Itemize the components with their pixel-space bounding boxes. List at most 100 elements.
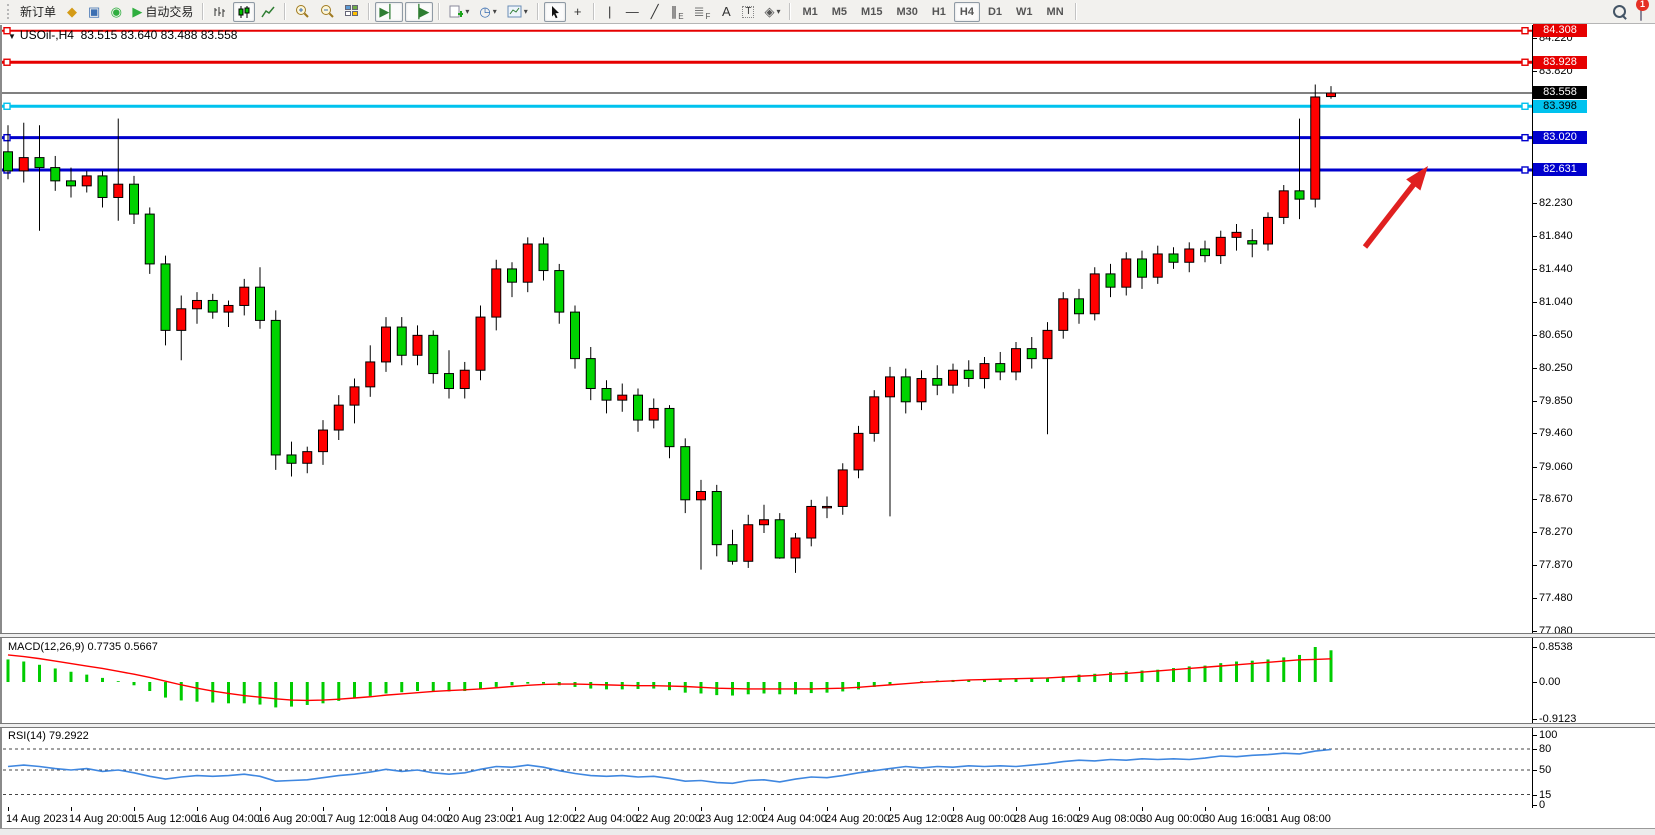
line-handle[interactable] (3, 26, 11, 35)
time-tick-mark (386, 807, 387, 811)
equidistant-channel-icon[interactable]: ∥ E (667, 2, 688, 22)
search-icon[interactable] (1609, 2, 1630, 22)
trend-arrow-head[interactable] (1406, 166, 1428, 191)
chat-icon[interactable]: 1 (1636, 0, 1649, 21)
add-indicator-icon[interactable]: ▾ (445, 2, 473, 22)
trend-arrow-shaft[interactable] (1362, 175, 1422, 249)
pane-separator[interactable] (0, 633, 1655, 638)
zoom-out-icon[interactable] (316, 2, 339, 22)
timeframe-m5-button[interactable]: M5 (831, 5, 848, 18)
candle-body (1074, 298, 1084, 315)
candle-body (176, 308, 187, 331)
zoom-in-icon[interactable] (291, 2, 314, 22)
horizontal-line-icon[interactable]: — (622, 2, 643, 22)
chart-window[interactable]: ▼ USOil-,H4 83.515 83.640 83.488 83.558 M… (0, 24, 1655, 835)
line-chart-icon[interactable] (257, 2, 279, 22)
periods-icon[interactable]: ◷ ▾ (475, 2, 500, 22)
timeframe-m15-button[interactable]: M15 (861, 5, 883, 18)
candle-body (585, 358, 596, 390)
toolbar-separator (202, 3, 205, 20)
candle-body (711, 491, 722, 546)
timeframe-m1-button[interactable]: M1 (802, 5, 818, 18)
vertical-line-icon[interactable]: | (600, 2, 620, 22)
timeframe-h4-button[interactable]: H4 (953, 1, 980, 22)
templates-icon[interactable]: ▾ (503, 2, 532, 22)
timeframe-mn-button[interactable]: MN (1046, 5, 1064, 18)
pane-separator[interactable] (0, 723, 1655, 728)
candle-body (381, 326, 391, 363)
fibonacci-icon[interactable]: ≣ F (690, 2, 715, 22)
tile-windows-icon[interactable] (341, 2, 363, 22)
candle-body (333, 404, 344, 431)
line-handle[interactable] (3, 102, 11, 110)
chart-canvas[interactable] (0, 25, 1655, 835)
candle-body (255, 286, 265, 321)
timeframe-w1-button[interactable]: W1 (1016, 5, 1033, 18)
rsi-tick-mark (1532, 749, 1537, 750)
candle-body (113, 183, 124, 198)
rsi-tick-mark (1532, 735, 1537, 736)
candle-body (144, 213, 155, 265)
time-tick-mark (134, 807, 135, 811)
candle-body (1011, 348, 1021, 373)
text-icon[interactable]: A (716, 2, 736, 22)
timeframe-m30-button[interactable]: M30 (896, 5, 918, 18)
candle-body (1294, 190, 1305, 200)
candle-body (1058, 298, 1069, 331)
signals-icon[interactable]: ◉ (106, 2, 126, 22)
window-left-border (0, 25, 2, 828)
new-chart-icon[interactable]: ◆ (62, 2, 82, 22)
line-handle[interactable] (1521, 133, 1529, 142)
arrows-icon[interactable]: ◈ ▾ (760, 2, 784, 22)
equidistant-channel-glyph: ∥ (670, 4, 678, 19)
line-handle[interactable] (1521, 102, 1529, 110)
fibonacci-glyph: ≣ (693, 4, 705, 19)
time-label: 22 Aug 04:00 (573, 813, 638, 825)
price-tick-mark (1532, 334, 1537, 336)
rsi-tick-mark (1532, 805, 1537, 806)
trendline-icon[interactable]: ╱ (645, 2, 665, 22)
time-tick-mark (575, 807, 576, 811)
cursor-icon[interactable] (543, 1, 566, 22)
autotrading-button[interactable]: ▶ 自动交易 (128, 2, 197, 22)
timeframe-h1-button[interactable]: H1 (931, 5, 946, 18)
time-tick-mark (953, 807, 954, 811)
timeframe-d1-button[interactable]: D1 (987, 5, 1003, 18)
rsi-axis-label: 80 (1539, 743, 1552, 755)
community-icon[interactable]: ▣ (84, 2, 104, 22)
chart-shift-icon[interactable]: ▕▶ (405, 1, 434, 22)
time-label: 22 Aug 20:00 (636, 813, 701, 825)
macd-tick-mark (1532, 646, 1537, 648)
crosshair-icon[interactable]: + (568, 2, 588, 22)
trendline-glyph: ╱ (650, 4, 659, 19)
candlestick-chart-icon[interactable] (233, 1, 256, 22)
price-tick-label: 82.230 (1539, 197, 1573, 210)
candle-body (1200, 248, 1210, 257)
candle-body (1215, 236, 1226, 257)
bar-chart-icon[interactable] (209, 2, 231, 22)
new-order-button[interactable]: 新订单 (20, 5, 57, 19)
time-label: 25 Aug 12:00 (888, 813, 953, 825)
candle-body (696, 491, 706, 501)
candle-body (822, 505, 832, 509)
rsi-axis-label: 0 (1539, 799, 1546, 811)
line-handle[interactable] (3, 133, 11, 142)
time-label: 14 Aug 20:00 (69, 813, 134, 825)
line-handle[interactable] (1521, 26, 1529, 35)
chart-dropdown-icon[interactable]: ▼ (8, 32, 16, 41)
auto-scroll-icon[interactable]: ▶▏ (375, 1, 404, 22)
toolbar-grip (7, 4, 11, 19)
line-handle[interactable] (1521, 58, 1529, 66)
candle-body (522, 243, 533, 283)
line-handle[interactable] (1521, 166, 1529, 174)
text-label-icon[interactable]: T (738, 2, 758, 22)
toolbar-separator (284, 3, 287, 20)
candle-body (286, 454, 297, 464)
candle-body (66, 180, 76, 187)
candle-body (554, 270, 565, 313)
candle-body (459, 369, 470, 390)
candle-body (1105, 273, 1116, 288)
chart-ohlc-values: 83.515 83.640 83.488 83.558 (80, 28, 238, 42)
candle-body (18, 157, 29, 172)
line-handle[interactable] (3, 58, 11, 66)
